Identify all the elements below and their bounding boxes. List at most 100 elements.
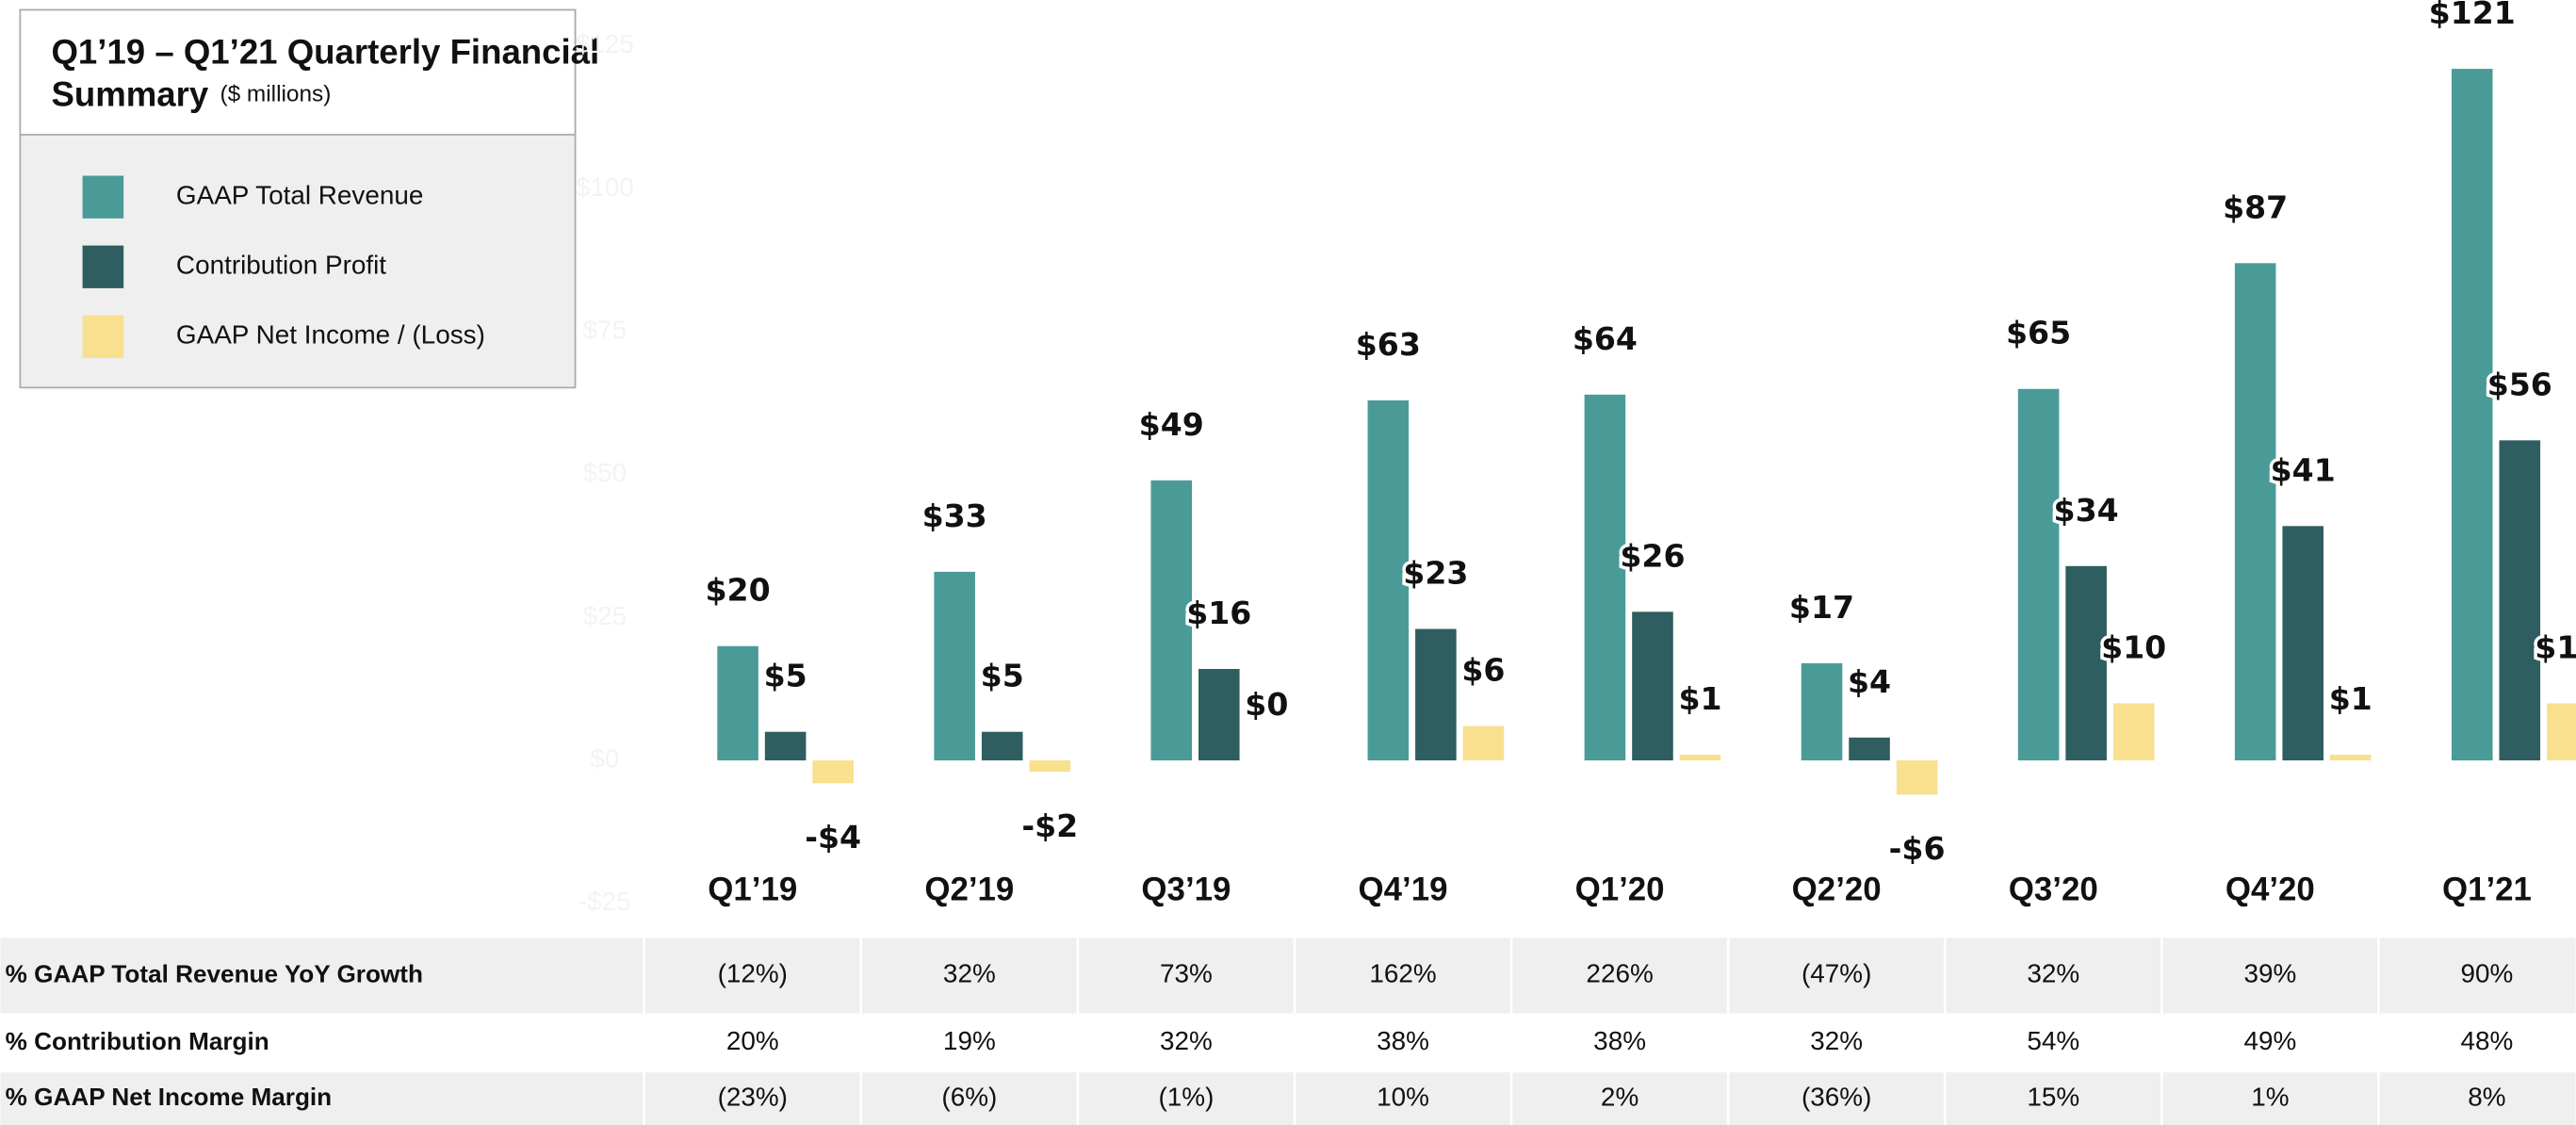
data-label: $49 (1139, 406, 1204, 443)
data-label: $64 (1573, 320, 1638, 357)
table-cell: 19% (943, 1026, 996, 1055)
x-tick-label: Q4’19 (1359, 872, 1448, 908)
table-row (0, 1072, 2576, 1125)
bar (2112, 703, 2155, 761)
table-cell: 20% (726, 1026, 779, 1055)
table-cell: 54% (2027, 1026, 2079, 1055)
bar (1801, 662, 1843, 761)
data-label: $121 (2429, 0, 2516, 31)
x-tick-label: Q1’20 (1575, 872, 1665, 908)
data-label: $26 (1620, 537, 1685, 574)
data-label: $10 (2101, 628, 2166, 665)
x-tick-label: Q2’20 (1792, 872, 1882, 908)
bar (2451, 69, 2493, 761)
x-tick-label: Q1’19 (708, 872, 797, 908)
bar (764, 731, 807, 761)
bar (1198, 668, 1240, 761)
x-tick-label: Q4’20 (2225, 872, 2315, 908)
data-label: $20 (706, 572, 771, 609)
bar (717, 645, 758, 761)
legend-swatch (82, 315, 124, 358)
x-tick-label: Q3’20 (2009, 872, 2098, 908)
bar (2065, 565, 2107, 761)
row-label: % GAAP Total Revenue YoY Growth (6, 959, 423, 987)
y-tick-label: -$25 (579, 887, 631, 916)
table-cell: 8% (2468, 1082, 2505, 1111)
legend-label: GAAP Total Revenue (176, 181, 423, 210)
data-label: $1 (1678, 680, 1721, 717)
table-cell: (12%) (718, 959, 788, 988)
table-cell: 39% (2243, 959, 2296, 988)
bar (2282, 526, 2324, 761)
table-cell: 1% (2251, 1082, 2289, 1111)
data-label: $0 (1245, 686, 1288, 723)
table-cell: 32% (1810, 1026, 1863, 1055)
y-tick-label: $75 (583, 315, 628, 344)
data-label: $41 (2271, 451, 2336, 488)
bar (2017, 388, 2060, 761)
bar (2499, 440, 2541, 761)
legend-label: GAAP Net Income / (Loss) (176, 320, 485, 350)
table-cell: 32% (1160, 1026, 1213, 1055)
table-cell: (1%) (1159, 1082, 1215, 1111)
bar (2547, 703, 2576, 761)
x-tick-label: Q2’19 (924, 872, 1014, 908)
bar (1632, 611, 1673, 761)
row-label: % Contribution Margin (6, 1027, 269, 1055)
x-tick-label: Q3’19 (1141, 872, 1231, 908)
table-cell: 226% (1586, 959, 1653, 988)
table-cell: 73% (1160, 959, 1213, 988)
legend-swatch (82, 175, 124, 219)
y-tick-label: $125 (576, 29, 634, 58)
bar (934, 571, 975, 761)
table-cell: (6%) (941, 1082, 997, 1111)
data-label: $6 (1461, 652, 1505, 689)
table-cell: 32% (943, 959, 996, 988)
data-label: $63 (1356, 326, 1421, 363)
data-label: $56 (2487, 366, 2552, 402)
data-label: $10 (2535, 628, 2576, 665)
table-cell: 49% (2243, 1026, 2296, 1055)
x-tick-label: Q1’21 (2442, 872, 2532, 908)
table-cell: 48% (2461, 1026, 2514, 1055)
chart-title-line: Q1’19 – Q1’21 Quarterly Financial (51, 32, 599, 71)
row-label: % GAAP Net Income Margin (6, 1083, 332, 1111)
y-tick-label: $50 (583, 458, 628, 487)
data-label: -$4 (805, 819, 861, 856)
table-cell: 162% (1369, 959, 1436, 988)
bar (1462, 726, 1505, 761)
bar (2329, 754, 2372, 761)
y-tick-label: $100 (576, 172, 634, 202)
chart-title-line: Summary (51, 75, 208, 114)
title-box (19, 8, 577, 136)
table-cell: 32% (2027, 959, 2079, 988)
bar (1150, 480, 1193, 761)
data-label: $16 (1186, 595, 1251, 631)
bar (812, 760, 854, 784)
bar (1896, 760, 1938, 795)
table-cell: 2% (1601, 1082, 1639, 1111)
table-cell: 38% (1593, 1026, 1646, 1055)
bar (1849, 737, 1890, 761)
data-label: $33 (922, 497, 987, 534)
chart-subtitle: ($ millions) (220, 82, 331, 107)
table-row (0, 938, 2576, 1014)
table-cell: (23%) (718, 1082, 788, 1111)
data-label: -$6 (1889, 830, 1946, 867)
data-label: $17 (1789, 589, 1854, 626)
bar (1584, 394, 1626, 761)
table-row (0, 1013, 2576, 1073)
y-tick-label: $25 (583, 601, 628, 630)
legend-label: Contribution Profit (176, 251, 386, 280)
legend-swatch (82, 245, 124, 288)
data-label: $1 (2329, 680, 2372, 717)
table-cell: (47%) (1802, 959, 1871, 988)
data-label: $23 (1403, 555, 1468, 592)
table-cell: 38% (1377, 1026, 1429, 1055)
data-label: $34 (2054, 492, 2119, 529)
bar (981, 731, 1023, 761)
table-cell: 90% (2461, 959, 2514, 988)
data-label: $5 (981, 658, 1024, 694)
data-label: -$2 (1021, 807, 1078, 844)
